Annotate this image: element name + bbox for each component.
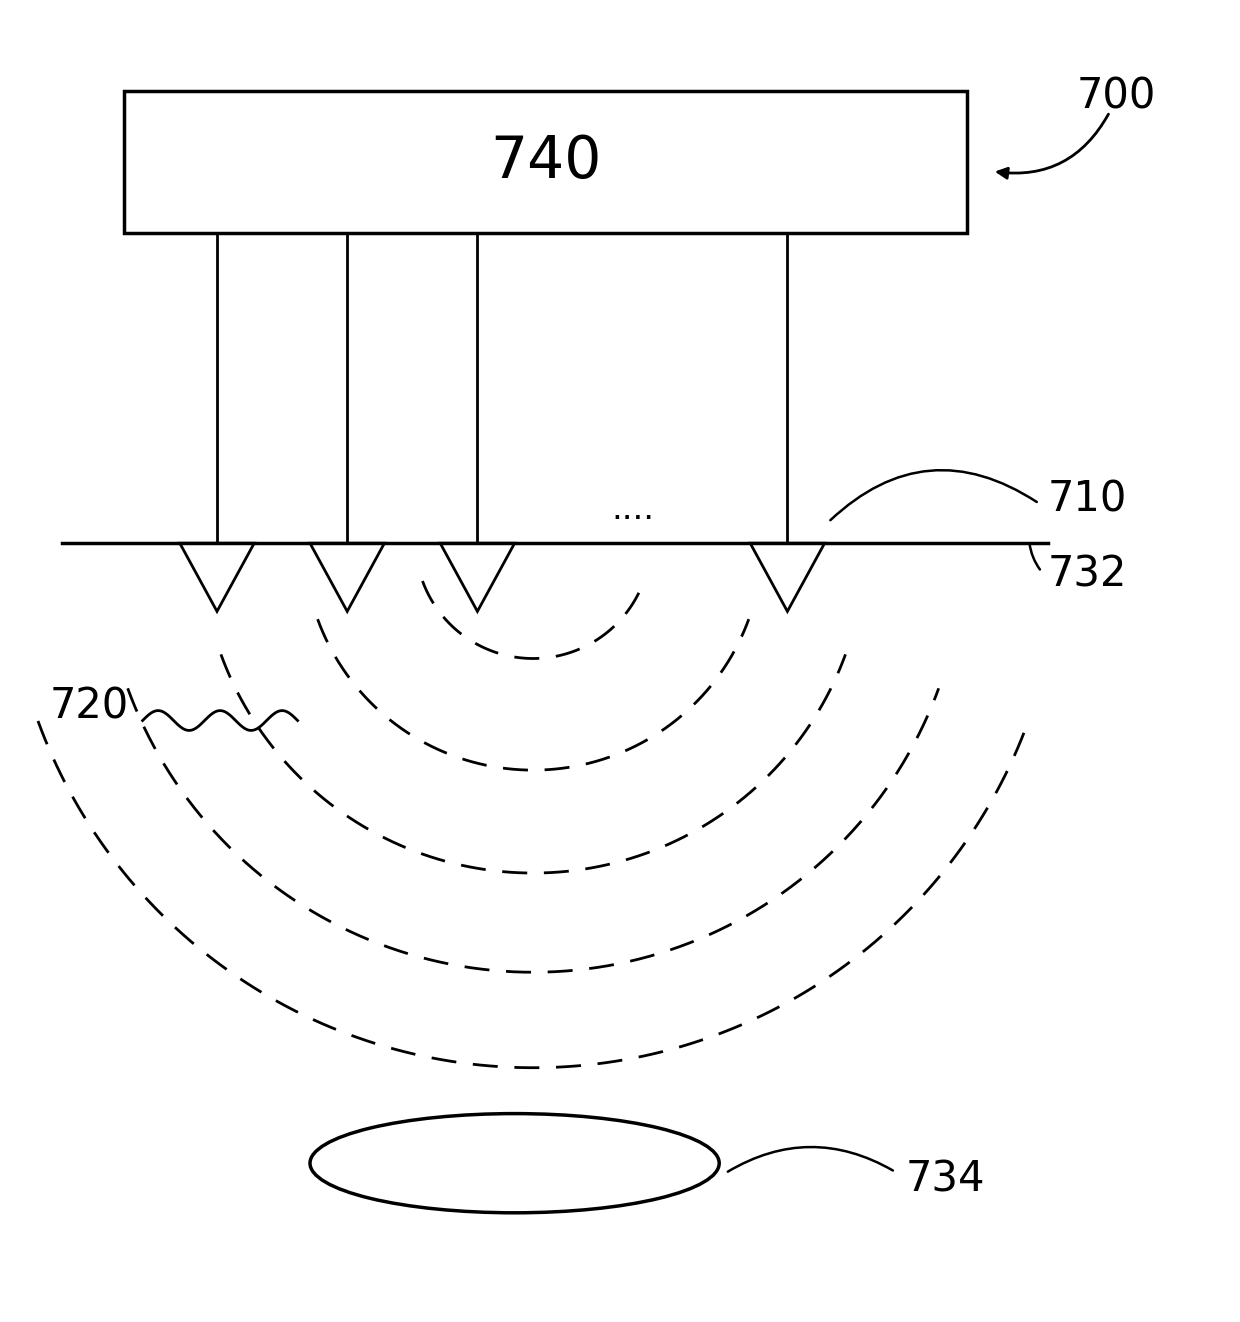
Text: 732: 732 <box>1048 553 1127 595</box>
Text: 740: 740 <box>490 134 601 190</box>
Text: 700: 700 <box>1076 75 1156 118</box>
Text: 710: 710 <box>1048 479 1127 521</box>
Bar <box>124 91 967 233</box>
Text: 734: 734 <box>905 1158 985 1200</box>
Text: 720: 720 <box>50 686 129 728</box>
Text: ....: .... <box>611 493 653 526</box>
